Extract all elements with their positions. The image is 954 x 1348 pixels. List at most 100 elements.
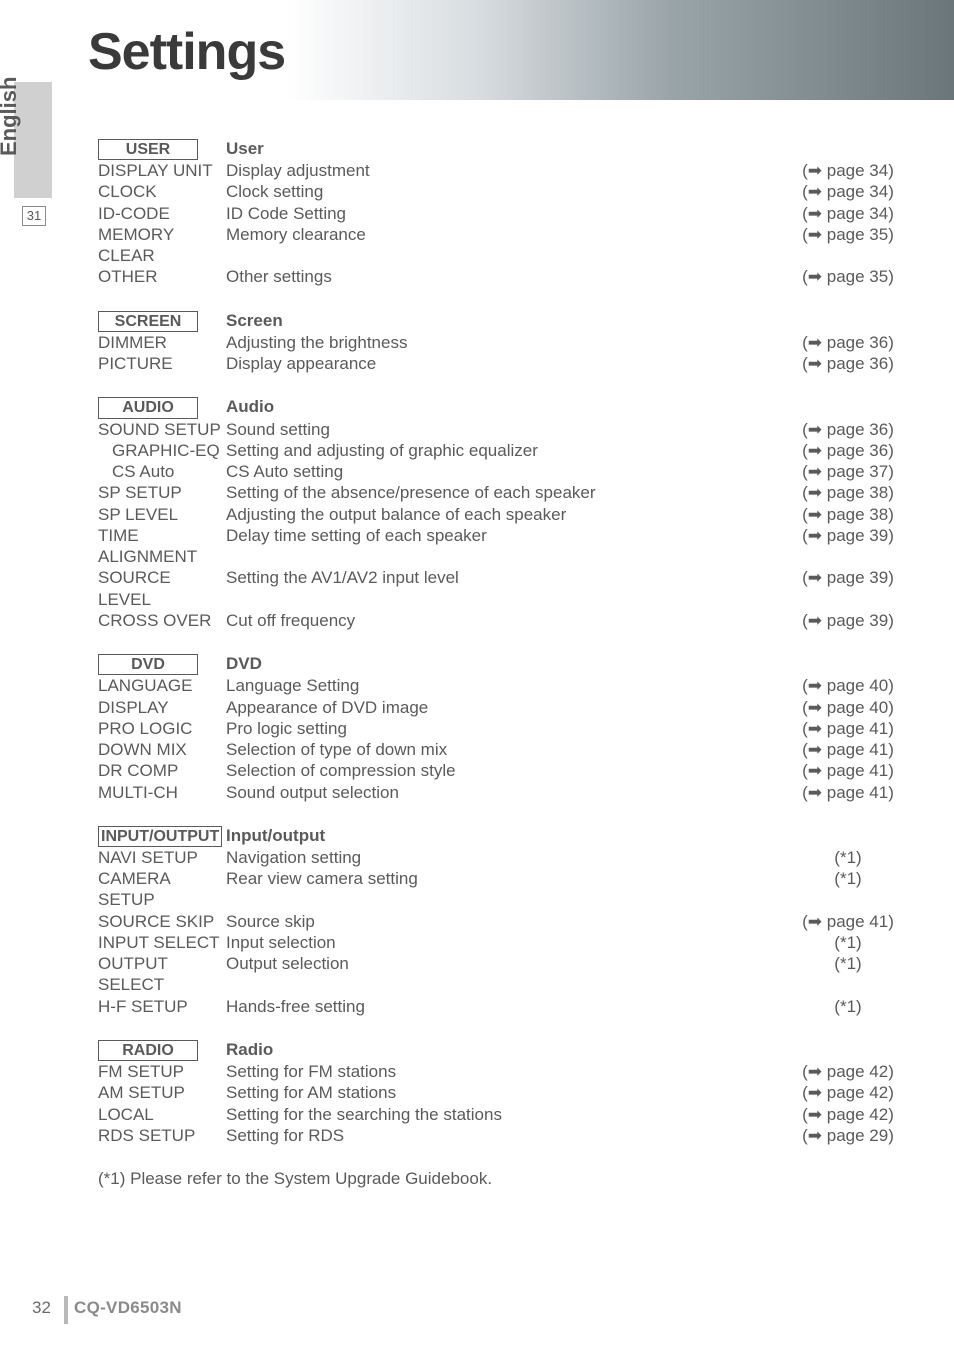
menu-item-name: TIME ALIGNMENT	[98, 525, 226, 568]
page-reference: (➡ page 41)	[788, 760, 908, 781]
settings-row: MEMORY CLEARMemory clearance(➡ page 35)	[98, 224, 908, 267]
page-reference: (*1)	[788, 996, 908, 1017]
menu-item-description: Language Setting	[226, 675, 788, 696]
page-reference: (➡ page 34)	[788, 203, 908, 224]
page-reference: (*1)	[788, 868, 908, 911]
menu-item-name: PRO LOGIC	[98, 718, 226, 739]
page-reference: (➡ page 38)	[788, 504, 908, 525]
menu-item-description: Input selection	[226, 932, 788, 953]
settings-row: CLOCKClock setting(➡ page 34)	[98, 181, 908, 202]
section-header-row: INPUT/OUTPUTInput/output	[98, 825, 908, 847]
menu-item-name: SOURCE SKIP	[98, 911, 226, 932]
footer-model-number: CQ-VD6503N	[74, 1298, 182, 1318]
footer-page-number: 32	[32, 1298, 51, 1318]
footer-divider	[64, 1296, 68, 1324]
page-reference: (➡ page 41)	[788, 718, 908, 739]
menu-item-description: Selection of type of down mix	[226, 739, 788, 760]
settings-row: CROSS OVERCut off frequency(➡ page 39)	[98, 610, 908, 631]
menu-item-name: DOWN MIX	[98, 739, 226, 760]
menu-item-name: DIMMER	[98, 332, 226, 353]
menu-item-description: Navigation setting	[226, 847, 788, 868]
menu-item-name: INPUT SELECT	[98, 932, 226, 953]
menu-item-description: Selection of compression style	[226, 760, 788, 781]
settings-row: SOURCE SKIPSource skip(➡ page 41)	[98, 911, 908, 932]
settings-row: DR COMPSelection of compression style(➡ …	[98, 760, 908, 781]
menu-item-name: SOUND SETUP	[98, 419, 226, 440]
settings-row: LANGUAGELanguage Setting(➡ page 40)	[98, 675, 908, 696]
page-reference: (*1)	[788, 847, 908, 868]
page-reference: (➡ page 41)	[788, 911, 908, 932]
language-tab: English	[14, 82, 52, 198]
settings-row: AM SETUPSetting for AM stations(➡ page 4…	[98, 1082, 908, 1103]
settings-row: FM SETUPSetting for FM stations(➡ page 4…	[98, 1061, 908, 1082]
section-title: User	[226, 138, 788, 160]
menu-item-name: GRAPHIC-EQ	[98, 440, 226, 461]
settings-row: DOWN MIXSelection of type of down mix(➡ …	[98, 739, 908, 760]
menu-item-name: H-F SETUP	[98, 996, 226, 1017]
settings-row: PRO LOGICPro logic setting(➡ page 41)	[98, 718, 908, 739]
menu-item-description: Setting for FM stations	[226, 1061, 788, 1082]
menu-item-description: Setting for AM stations	[226, 1082, 788, 1103]
menu-item-description: Clock setting	[226, 181, 788, 202]
settings-row: SOUND SETUPSound setting(➡ page 36)	[98, 419, 908, 440]
menu-item-description: Delay time setting of each speaker	[226, 525, 788, 568]
settings-row: CAMERA SETUPRear view camera setting(*1)	[98, 868, 908, 911]
menu-item-name: OUTPUT SELECT	[98, 953, 226, 996]
settings-row: H-F SETUPHands-free setting(*1)	[98, 996, 908, 1017]
menu-item-description: Display appearance	[226, 353, 788, 374]
page-reference: (➡ page 42)	[788, 1082, 908, 1103]
menu-box-label: DVD	[98, 654, 198, 675]
section-title: Audio	[226, 396, 788, 418]
page-reference: (➡ page 36)	[788, 419, 908, 440]
page-reference: (➡ page 39)	[788, 567, 908, 610]
menu-box-label: INPUT/OUTPUT	[98, 826, 222, 847]
language-tab-label: English	[0, 77, 22, 156]
page-reference: (➡ page 38)	[788, 482, 908, 503]
page-reference: (➡ page 41)	[788, 739, 908, 760]
section-title: DVD	[226, 653, 788, 675]
section: RADIORadioFM SETUPSetting for FM station…	[98, 1039, 908, 1146]
section-header-row: RADIORadio	[98, 1039, 908, 1061]
menu-item-name: SP LEVEL	[98, 504, 226, 525]
menu-item-description: Cut off frequency	[226, 610, 788, 631]
settings-row: DIMMERAdjusting the brightness(➡ page 36…	[98, 332, 908, 353]
menu-item-name: CAMERA SETUP	[98, 868, 226, 911]
page-reference: (➡ page 36)	[788, 353, 908, 374]
menu-item-description: Rear view camera setting	[226, 868, 788, 911]
menu-item-name: LOCAL	[98, 1104, 226, 1125]
menu-item-description: Other settings	[226, 266, 788, 287]
settings-row: DISPLAY UNITDisplay adjustment(➡ page 34…	[98, 160, 908, 181]
settings-row: TIME ALIGNMENTDelay time setting of each…	[98, 525, 908, 568]
menu-item-description: Memory clearance	[226, 224, 788, 267]
menu-item-description: Adjusting the brightness	[226, 332, 788, 353]
section-title: Screen	[226, 310, 788, 332]
section-header-row: SCREENScreen	[98, 310, 908, 332]
menu-item-name: FM SETUP	[98, 1061, 226, 1082]
page-reference: (➡ page 36)	[788, 440, 908, 461]
page-reference: (➡ page 34)	[788, 160, 908, 181]
section-title: Radio	[226, 1039, 788, 1061]
settings-row: PICTUREDisplay appearance(➡ page 36)	[98, 353, 908, 374]
menu-item-description: Display adjustment	[226, 160, 788, 181]
menu-item-description: Adjusting the output balance of each spe…	[226, 504, 788, 525]
section: INPUT/OUTPUTInput/outputNAVI SETUPNaviga…	[98, 825, 908, 1017]
settings-row: SP LEVELAdjusting the output balance of …	[98, 504, 908, 525]
menu-item-name: LANGUAGE	[98, 675, 226, 696]
menu-item-name: NAVI SETUP	[98, 847, 226, 868]
menu-item-description: Setting and adjusting of graphic equaliz…	[226, 440, 788, 461]
menu-item-name: CROSS OVER	[98, 610, 226, 631]
settings-row: CS AutoCS Auto setting(➡ page 37)	[98, 461, 908, 482]
settings-row: SOURCE LEVELSetting the AV1/AV2 input le…	[98, 567, 908, 610]
section-header-row: AUDIOAudio	[98, 396, 908, 418]
menu-item-name: RDS SETUP	[98, 1125, 226, 1146]
section-header-row: DVD DVD	[98, 653, 908, 675]
menu-item-name: DISPLAY	[98, 697, 226, 718]
menu-item-description: Pro logic setting	[226, 718, 788, 739]
section: DVD DVDLANGUAGELanguage Setting(➡ page 40…	[98, 653, 908, 803]
menu-item-description: Sound output selection	[226, 782, 788, 803]
page-reference: (➡ page 42)	[788, 1104, 908, 1125]
menu-item-name: CLOCK	[98, 181, 226, 202]
footnote: (*1) Please refer to the System Upgrade …	[98, 1168, 908, 1189]
menu-item-description: ID Code Setting	[226, 203, 788, 224]
page-reference: (➡ page 39)	[788, 610, 908, 631]
